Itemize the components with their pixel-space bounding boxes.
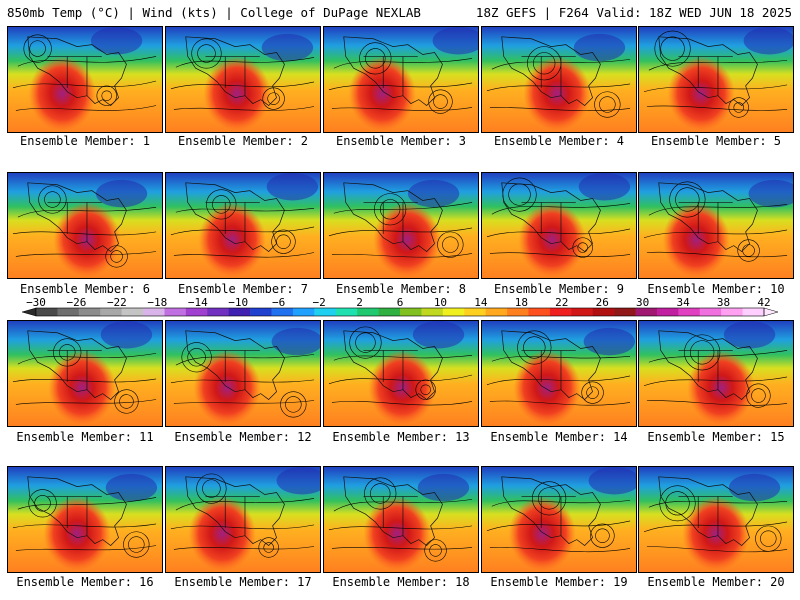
ensemble-member-map[interactable] xyxy=(323,172,479,279)
colorbar-tick-label: 26 xyxy=(596,296,609,309)
colorbar-swatch xyxy=(442,308,465,316)
colorbar-tick-label: 18 xyxy=(515,296,528,309)
colorbar-tick-label: −22 xyxy=(107,296,127,309)
colorbar-swatch xyxy=(421,308,444,316)
ensemble-member-label: Ensemble Member: 9 xyxy=(493,282,625,296)
colorbar-swatch xyxy=(656,308,679,316)
colorbar-swatch xyxy=(335,308,358,316)
ensemble-member-label: Ensemble Member: 19 xyxy=(490,575,628,589)
colorbar-tick-label: −10 xyxy=(228,296,248,309)
ensemble-member-label: Ensemble Member: 3 xyxy=(335,134,467,148)
colorbar-swatch xyxy=(528,308,551,316)
ensemble-member-map[interactable] xyxy=(7,172,163,279)
colorbar-max-arrow xyxy=(763,307,779,317)
colorbar-tick-label: −14 xyxy=(188,296,208,309)
ensemble-member-map[interactable] xyxy=(323,26,479,133)
model-run-valid-time: 18Z GEFS | F264 Valid: 18Z WED JUN 18 20… xyxy=(475,5,792,20)
ensemble-member-label: Ensemble Member: 17 xyxy=(174,575,312,589)
colorbar-swatch xyxy=(400,308,422,316)
colorbar-tick-label: −26 xyxy=(67,296,87,309)
colorbar-swatch xyxy=(549,308,572,316)
colorbar-swatch xyxy=(78,308,101,316)
ensemble-member-label: Ensemble Member: 1 xyxy=(19,134,151,148)
colorbar-tick-label: 38 xyxy=(717,296,730,309)
colorbar-swatch xyxy=(699,308,722,316)
colorbar-swatch xyxy=(378,308,401,316)
ensemble-member-label: Ensemble Member: 16 xyxy=(16,575,154,589)
colorbar-swatch xyxy=(121,308,144,316)
colorbar-swatch xyxy=(100,308,122,316)
ensemble-member-map[interactable] xyxy=(165,466,321,573)
ensemble-member-map[interactable] xyxy=(481,26,637,133)
ensemble-member-label: Ensemble Member: 11 xyxy=(16,430,154,444)
colorbar-tick-label: 34 xyxy=(676,296,690,309)
ensemble-member-label: Ensemble Member: 6 xyxy=(19,282,151,296)
ensemble-member-map[interactable] xyxy=(165,320,321,427)
temperature-colorbar: −30 −26 −22 −18 −14 −10 −6 −2 2 6 10 14 18 22 26 30 34 38… xyxy=(21,296,779,317)
colorbar-tick-label: 22 xyxy=(555,296,568,309)
colorbar-swatch xyxy=(250,308,272,316)
ensemble-member-label: Ensemble Member: 7 xyxy=(177,282,309,296)
ensemble-member-map[interactable] xyxy=(7,26,163,133)
ensemble-member-map[interactable] xyxy=(638,26,794,133)
colorbar-tick-label: 2 xyxy=(356,296,363,309)
ensemble-member-map[interactable] xyxy=(165,172,321,279)
colorbar-tick-label: −2 xyxy=(312,296,325,309)
colorbar-swatch xyxy=(143,308,165,316)
ensemble-member-label: Ensemble Member: 18 xyxy=(332,575,470,589)
colorbar-tick-label: 42 xyxy=(757,296,770,309)
colorbar-swatch xyxy=(678,308,701,316)
colorbar-swatch xyxy=(357,308,379,316)
colorbar-swatch xyxy=(57,308,80,316)
ensemble-member-map[interactable] xyxy=(481,172,637,279)
colorbar-swatch xyxy=(164,308,187,316)
colorbar-tick-label: 30 xyxy=(636,296,649,309)
colorbar-swatch xyxy=(592,308,615,316)
ensemble-member-label: Ensemble Member: 4 xyxy=(493,134,625,148)
colorbar-tick-label: 14 xyxy=(474,296,488,309)
colorbar-swatch xyxy=(185,308,208,316)
ensemble-member-map[interactable] xyxy=(7,320,163,427)
colorbar-swatch xyxy=(228,308,251,316)
ensemble-member-map[interactable] xyxy=(638,466,794,573)
colorbar-swatch xyxy=(292,308,315,316)
ensemble-member-label: Ensemble Member: 2 xyxy=(177,134,309,148)
ensemble-member-map[interactable] xyxy=(323,466,479,573)
colorbar-swatch xyxy=(271,308,294,316)
colorbar-tick-label: −18 xyxy=(147,296,167,309)
colorbar-swatch xyxy=(485,308,508,316)
ensemble-member-map[interactable] xyxy=(481,320,637,427)
ensemble-member-label: Ensemble Member: 12 xyxy=(174,430,312,444)
colorbar-swatch xyxy=(207,308,230,316)
colorbar-swatch xyxy=(507,308,529,316)
ensemble-member-label: Ensemble Member: 20 xyxy=(647,575,785,589)
ensemble-member-map[interactable] xyxy=(165,26,321,133)
colorbar-tick-label: −30 xyxy=(26,296,46,309)
ensemble-member-label: Ensemble Member: 5 xyxy=(650,134,782,148)
colorbar-tick-label: −6 xyxy=(272,296,285,309)
colorbar-swatch xyxy=(635,308,658,316)
ensemble-member-label: Ensemble Member: 15 xyxy=(647,430,785,444)
ensemble-member-map[interactable] xyxy=(323,320,479,427)
colorbar-min-arrow xyxy=(21,307,37,317)
ensemble-member-map[interactable] xyxy=(481,466,637,573)
colorbar-swatch xyxy=(314,308,337,316)
ensemble-member-label: Ensemble Member: 13 xyxy=(332,430,470,444)
colorbar-swatch xyxy=(36,308,58,316)
colorbar-swatch xyxy=(614,308,636,316)
ensemble-member-label: Ensemble Member: 8 xyxy=(335,282,467,296)
colorbar-swatch xyxy=(721,308,743,316)
colorbar-swatch xyxy=(464,308,486,316)
colorbar-tick-label: 6 xyxy=(397,296,404,309)
ensemble-member-map[interactable] xyxy=(638,172,794,279)
ensemble-member-label: Ensemble Member: 14 xyxy=(490,430,628,444)
ensemble-member-label: Ensemble Member: 10 xyxy=(647,282,785,296)
ensemble-member-map[interactable] xyxy=(7,466,163,573)
colorbar-tick-label: 10 xyxy=(434,296,447,309)
colorbar-swatch xyxy=(571,308,594,316)
colorbar-swatch xyxy=(742,308,765,316)
ensemble-member-map[interactable] xyxy=(638,320,794,427)
map-title: 850mb Temp (°C) | Wind (kts) | College o… xyxy=(7,5,421,20)
